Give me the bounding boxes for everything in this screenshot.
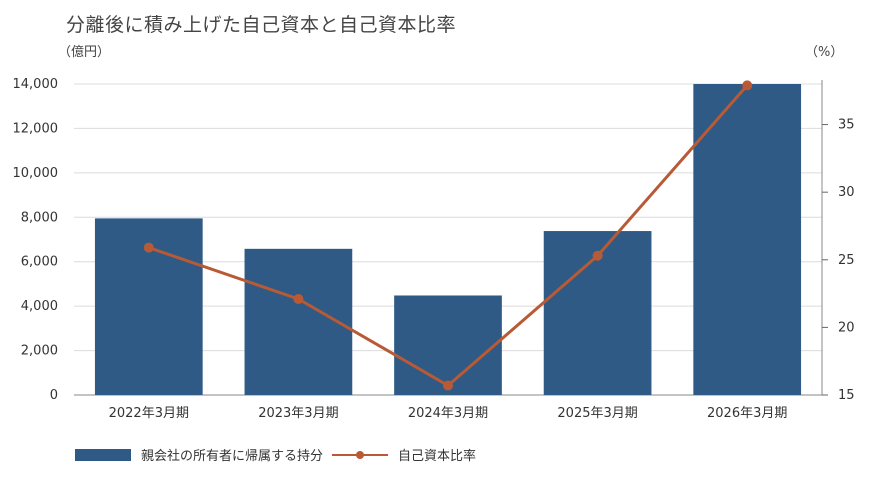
y-left-tick-label: 2,000 <box>21 344 58 359</box>
y-right-tick-label: 15 <box>838 388 855 403</box>
y-left-tick-label: 8,000 <box>21 210 58 225</box>
ratio-point <box>143 242 154 253</box>
ratio-point <box>443 380 453 391</box>
y-right-tick-label: 25 <box>838 253 855 268</box>
left-axis-unit: （億円） <box>58 45 111 60</box>
y-left-tick-label: 0 <box>50 388 58 403</box>
legend-label-equity: 親会社の所有者に帰属する持分 <box>141 449 324 464</box>
bar <box>693 84 802 395</box>
y-left-tick-label: 10,000 <box>13 166 59 181</box>
y-left-tick-label: 6,000 <box>21 255 58 270</box>
y-right-tick-label: 20 <box>838 320 855 335</box>
legend-swatch-line <box>332 449 388 461</box>
ratio-point <box>293 293 304 304</box>
y-left-tick-label: 12,000 <box>13 121 59 136</box>
y-left-tick-label: 14,000 <box>13 77 59 92</box>
bar <box>394 295 502 395</box>
right-axis-unit: （%） <box>805 45 844 60</box>
ratio-point <box>742 80 753 91</box>
x-tick-label: 2025年3月期 <box>557 406 637 421</box>
y-left-tick-label: 4,000 <box>21 299 58 314</box>
x-tick-label: 2022年3月期 <box>109 406 189 421</box>
x-tick-label: 2026年3月期 <box>707 406 787 421</box>
legend-item-equity: 親会社の所有者に帰属する持分 <box>75 445 323 464</box>
bar <box>244 248 353 395</box>
ratio-point <box>592 250 603 261</box>
chart-title: 分離後に積み上げた自己資本と自己資本比率 <box>66 14 457 36</box>
x-tick-label: 2024年3月期 <box>408 406 488 421</box>
y-right-tick-label: 35 <box>838 118 855 133</box>
legend-label-ratio: 自己資本比率 <box>398 449 477 464</box>
legend-item-ratio: 自己資本比率 <box>332 445 476 464</box>
x-tick-label: 2023年3月期 <box>258 406 338 421</box>
y-right-tick-label: 30 <box>838 185 855 200</box>
legend-swatch-bar <box>75 448 131 461</box>
